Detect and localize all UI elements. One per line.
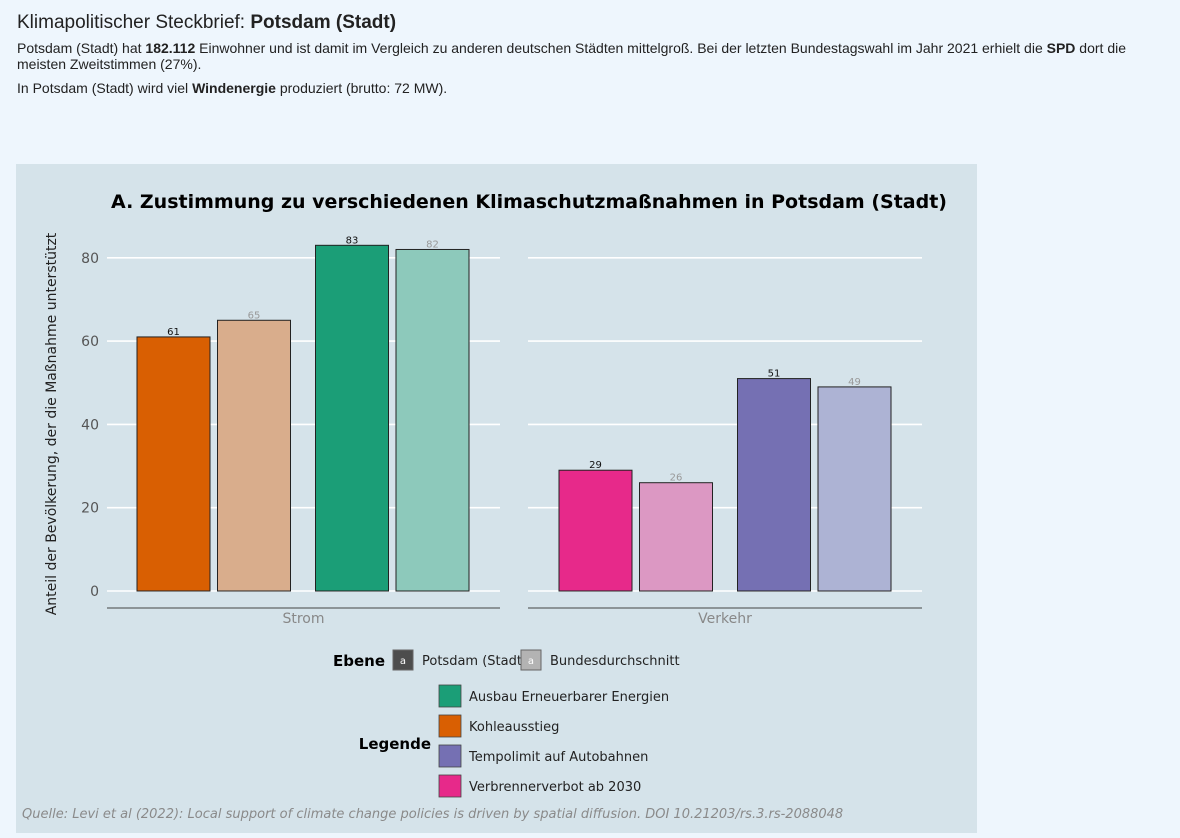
intro-text: produziert (brutto: 72 MW). [275,80,448,96]
bar[interactable] [217,319,291,592]
title-prefix: Klimapolitischer Steckbrief: [17,12,251,33]
legend-measure-swatch [438,744,462,768]
facet-label: Verkehr [698,611,752,627]
intro-text: Potsdam (Stadt) hat [17,40,146,56]
legend-measure-label: Verbrennerverbot ab 2030 [469,780,641,795]
title-city: Potsdam (Stadt) [250,12,397,33]
legend-measures-title: Legende [359,735,431,753]
bar[interactable] [639,482,713,592]
bar-value-label: 49 [848,377,861,388]
page-header: Klimapolitischer Steckbrief: Potsdam (St… [17,12,1167,104]
page-title: Klimapolitischer Steckbrief: Potsdam (St… [17,12,1167,34]
bar-value-label: 26 [670,473,683,484]
legend-ebene-key-glyph: a [528,656,534,667]
chart-panel: A. Zustimmung zu verschiedenen Klimaschu… [16,164,977,833]
chart-title: A. Zustimmung zu verschiedenen Klimaschu… [111,191,947,213]
legend-ebene-label: Potsdam (Stadt) [422,654,527,669]
legend-measure-label: Tempolimit auf Autobahnen [468,750,648,765]
legend-measure-swatch [438,774,462,798]
population-value: 182.112 [145,40,196,56]
bar[interactable] [395,248,470,592]
bar-chart: A. Zustimmung zu verschiedenen Klimaschu… [22,191,947,822]
bar-value-label: 51 [768,369,781,380]
intro-text: dort die meisten Zweitstimmen (27%). [17,40,1127,72]
y-tick-label: 20 [81,501,99,517]
facet-label: Strom [282,611,324,627]
legend-measure-swatch [438,684,462,708]
bar[interactable] [315,244,389,592]
y-axis-label: Anteil der Bevölkerung, der die Maßnahme… [44,232,60,615]
intro-paragraph-population: Potsdam (Stadt) hat 182.112 Einwohner un… [17,40,1167,72]
party-name: SPD [1046,40,1076,56]
bar[interactable] [817,386,892,592]
bar[interactable] [558,469,633,592]
legend-ebene-label: Bundesdurchschnitt [550,654,680,669]
intro-paragraph-energy: In Potsdam (Stadt) wird viel Windenergie… [17,80,1167,96]
intro-text: Einwohner und ist damit im Vergleich zu … [195,40,1047,56]
bar-value-label: 83 [346,235,359,246]
source-caption: Quelle: Levi et al (2022): Local support… [22,807,843,822]
legend-ebene-title: Ebene [333,652,385,670]
y-tick-label: 0 [90,584,99,600]
intro-text: In Potsdam (Stadt) wird viel [17,80,193,96]
y-tick-label: 60 [81,334,99,350]
energy-type: Windenergie [192,80,276,96]
bar-value-label: 29 [589,460,602,471]
legend-measure-swatch [438,714,462,738]
y-tick-label: 80 [81,251,99,267]
bar-value-label: 65 [248,310,261,321]
bar-value-label: 82 [426,239,439,250]
bar-value-label: 61 [167,327,180,338]
legend-ebene-key [392,649,414,671]
legend-ebene-key [520,649,542,671]
legend-ebene-key-glyph: a [400,656,406,667]
legend-measure-label: Ausbau Erneuerbarer Energien [469,690,669,705]
bar[interactable] [136,336,211,592]
y-tick-label: 40 [81,417,99,433]
legend-measure-label: Kohleausstieg [469,720,559,735]
bar[interactable] [737,378,811,592]
